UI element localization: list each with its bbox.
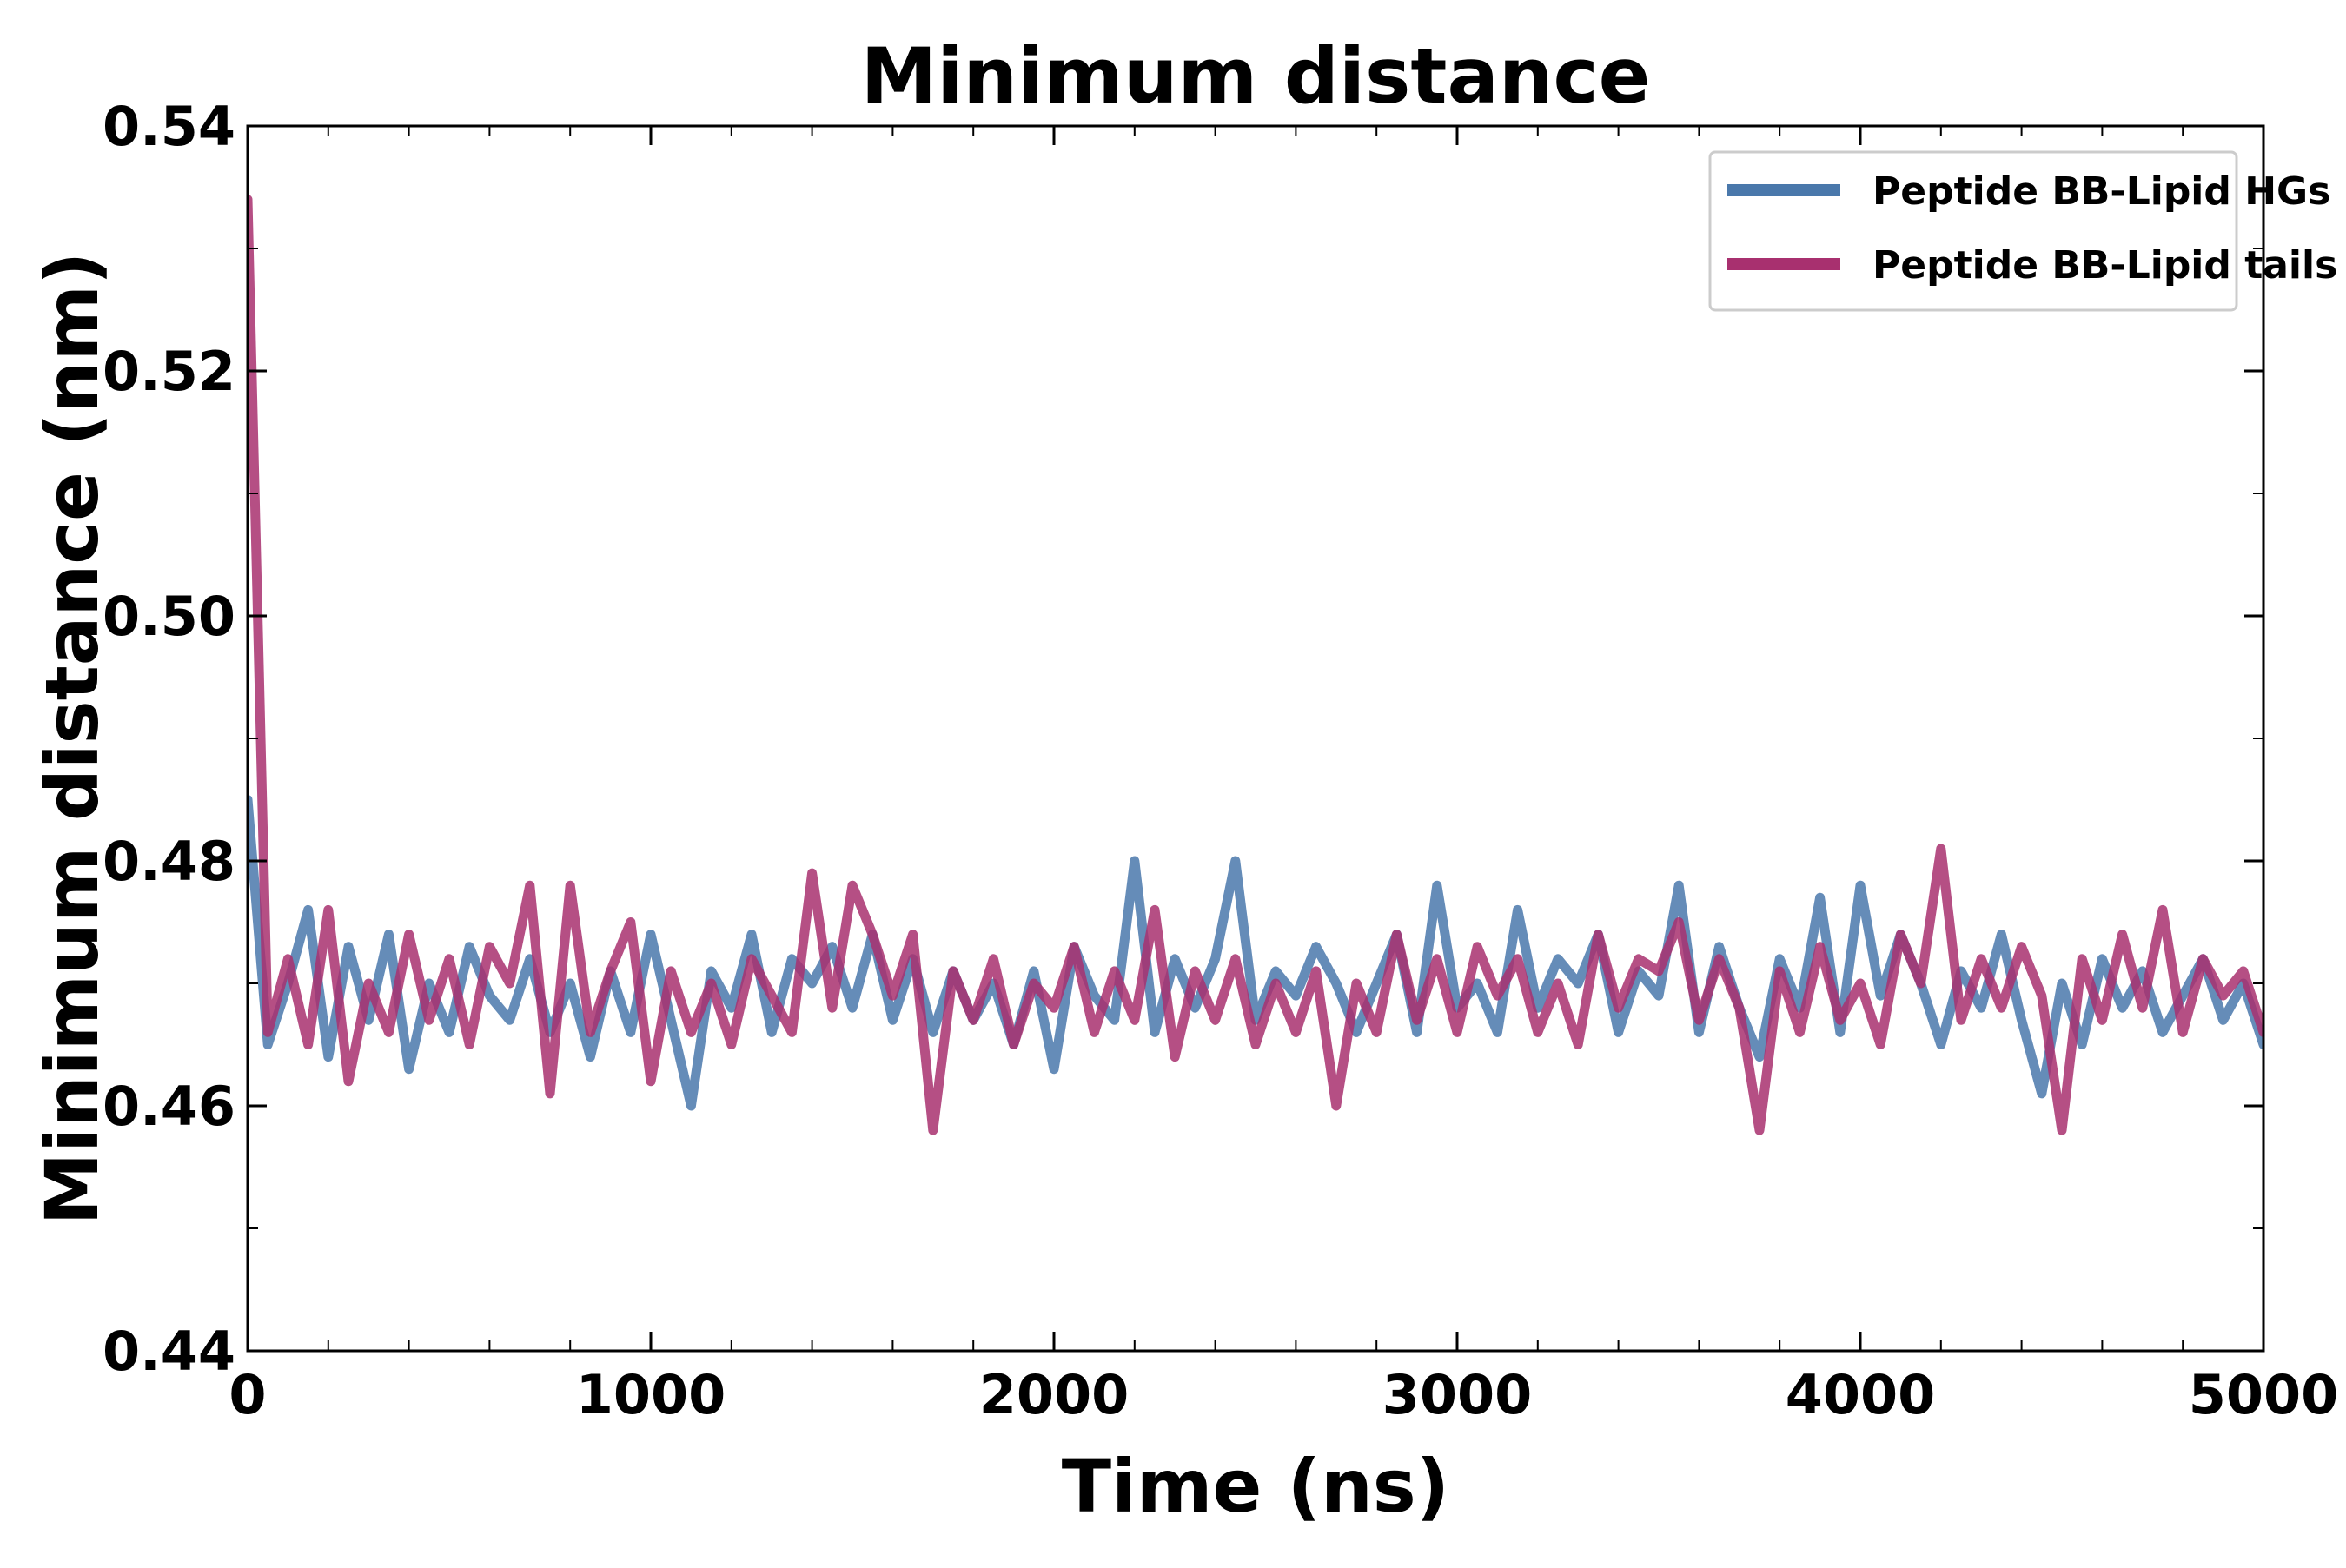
series-line-tails xyxy=(248,195,2263,1135)
y-tick-label: 0.52 xyxy=(103,340,235,403)
x-tick-label: 0 xyxy=(229,1363,266,1426)
legend-box xyxy=(1708,150,2238,312)
x-axis-label: Time (ns) xyxy=(1062,1444,1449,1529)
chart-title: Minimum distance xyxy=(861,31,1651,121)
axis-ticks: 0 1000 2000 3000 4000 5000 0.44 0.46 0.48 0.50 0.5… xyxy=(103,95,2338,1426)
y-tick-label: 0.48 xyxy=(103,830,235,893)
y-tick-label: 0.44 xyxy=(103,1320,235,1383)
x-tick-label: 2000 xyxy=(979,1363,1130,1426)
x-tick-label: 4000 xyxy=(1786,1363,1936,1426)
x-tick-label: 3000 xyxy=(1382,1363,1533,1426)
y-tick-label: 0.46 xyxy=(103,1075,235,1138)
x-tick-label: 1000 xyxy=(576,1363,726,1426)
y-tick-label: 0.54 xyxy=(103,95,235,158)
y-axis-label: Minimum distance (nm) xyxy=(30,252,115,1226)
x-tick-label: 5000 xyxy=(2189,1363,2339,1426)
series-line-hgs xyxy=(248,795,2263,1111)
plot-area xyxy=(248,195,2263,1135)
legend-label-tails: Peptide BB-Lipid tails xyxy=(1872,243,2337,288)
y-tick-label: 0.50 xyxy=(103,585,235,648)
legend: Peptide BB-Lipid HGs Peptide BB-Lipid ta… xyxy=(1708,150,2337,312)
legend-label-hgs: Peptide BB-Lipid HGs xyxy=(1872,169,2330,214)
